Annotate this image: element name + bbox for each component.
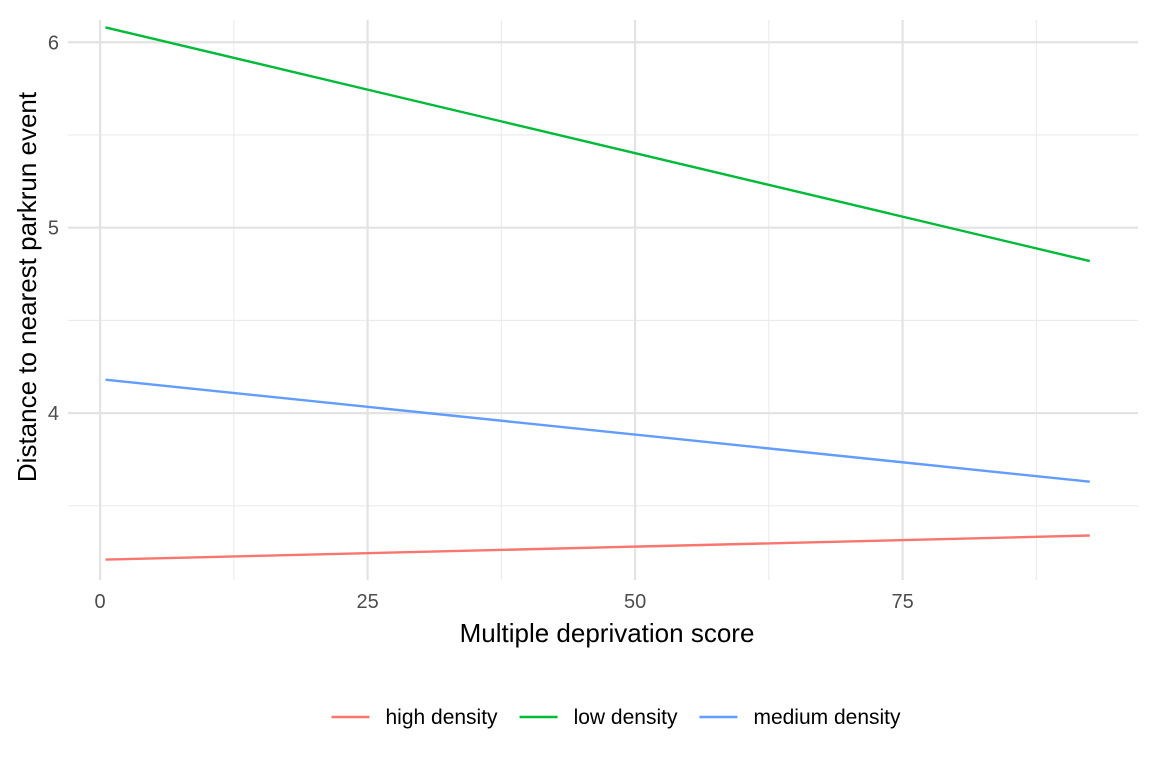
- x-tick-label: 0: [95, 591, 106, 613]
- series-line-medium-density: [105, 378, 1090, 483]
- y-tick-label: 4: [48, 403, 59, 425]
- series-line-high-density: [105, 534, 1090, 561]
- y-axis-tick-labels: 4 5 6: [48, 32, 59, 425]
- y-tick-label: 5: [48, 218, 59, 240]
- legend-label: low density: [574, 706, 678, 729]
- x-tick-label: 75: [891, 591, 913, 613]
- y-axis-title: Distance to nearest parkrun event: [12, 91, 42, 482]
- series-lines: [105, 26, 1091, 561]
- legend-label: medium density: [753, 706, 901, 729]
- x-axis-tick-labels: 0 25 50 75: [95, 591, 914, 613]
- legend-label: high density: [385, 706, 498, 729]
- series-line-low-density: [105, 26, 1091, 263]
- x-tick-label: 50: [624, 591, 646, 613]
- x-axis-title: Multiple deprivation score: [460, 618, 755, 648]
- y-tick-label: 6: [48, 32, 59, 54]
- major-gridlines: [68, 20, 1138, 580]
- legend: high density low density medium density: [331, 706, 901, 729]
- minor-gridlines: [68, 20, 1138, 580]
- x-tick-label: 25: [356, 591, 378, 613]
